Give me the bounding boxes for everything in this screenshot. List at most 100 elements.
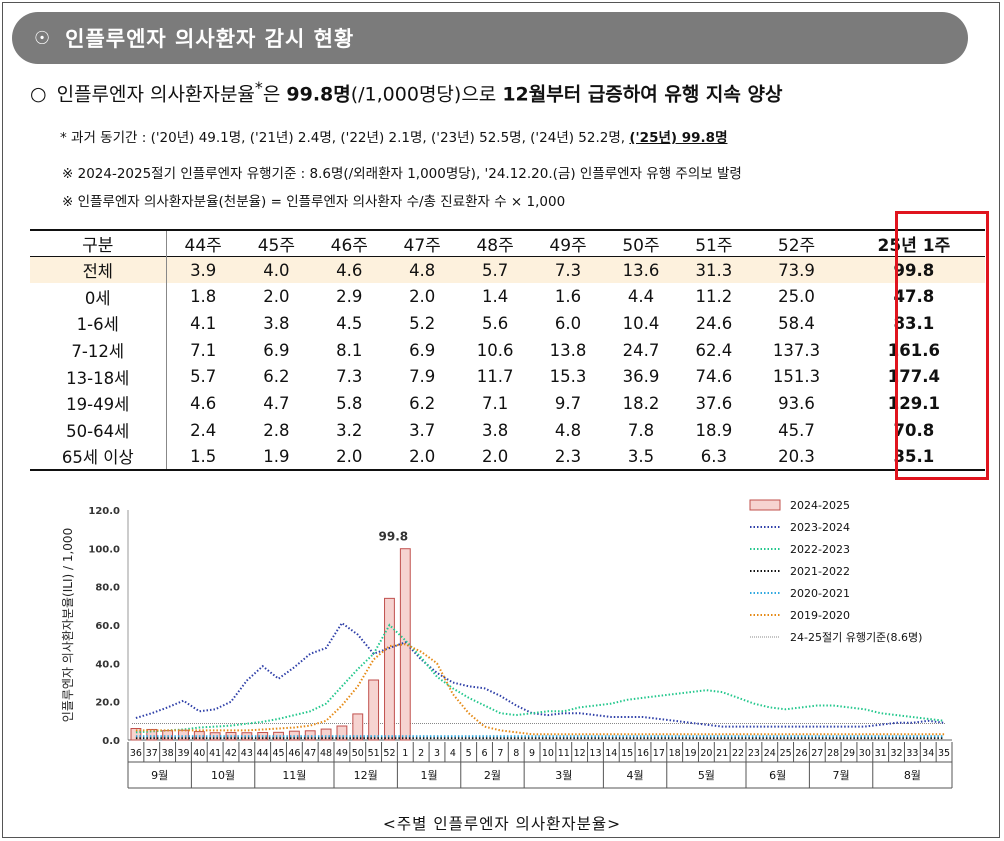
table-row: 1-6세 4.1 3.8 4.5 5.2 5.6 6.0 10.4 24.6 58.4 83.1 xyxy=(30,310,985,337)
table-cell: 11.2 xyxy=(695,287,733,307)
table-row: 50-64세 2.4 2.8 3.2 3.7 3.8 4.8 7.8 18.9 45.7 70.8 xyxy=(30,416,985,444)
bar xyxy=(384,597,395,741)
table-cell: 18.2 xyxy=(622,393,660,413)
table-row-label: 13-18세 xyxy=(30,363,167,391)
table-cell: 7.3 xyxy=(336,367,363,387)
table-cell: 73.9 xyxy=(750,256,843,284)
headline-sup: * xyxy=(254,78,263,97)
week-tick-label: 21 xyxy=(716,748,728,759)
threshold-note: ※ 2024-2025절기 인플루엔자 유행기준 : 8.6명(/외래환자 1,… xyxy=(62,166,742,182)
week-tick-label: 34 xyxy=(922,748,934,759)
chart-caption: <주별 인플루엔자 의사환자분율> xyxy=(382,815,622,833)
week-tick-label: 29 xyxy=(843,748,855,759)
table-cell: 3.5 xyxy=(627,446,655,466)
table-header-row: 구분 44주 45주 46주 47주 48주 49주 50주 51주 52주 2… xyxy=(30,230,985,257)
week-tick-label: 1 xyxy=(402,748,408,759)
bar xyxy=(130,728,142,741)
week-tick-label: 15 xyxy=(621,748,633,759)
table-cell: 36.9 xyxy=(622,367,660,387)
month-label: 6월 xyxy=(769,769,786,782)
table-cell: 7.3 xyxy=(531,256,605,284)
table-cell: 93.6 xyxy=(778,393,815,413)
section-title-bar: ☉ 인플루엔자 의사환자 감시 현황 xyxy=(12,12,968,64)
week-tick-label: 37 xyxy=(146,748,158,759)
week-tick-label: 12 xyxy=(574,748,586,759)
week-tick-label: 16 xyxy=(637,748,649,759)
table-cell: 6.9 xyxy=(409,340,436,360)
table-cell: 4.4 xyxy=(627,287,655,307)
table-row-label: 50-64세 xyxy=(30,416,167,444)
table-cell: 6.3 xyxy=(700,446,727,466)
table-cell: 15.3 xyxy=(549,367,587,387)
bar xyxy=(368,679,380,741)
bar xyxy=(304,730,316,741)
table-row-label: 65세 이상 xyxy=(30,443,167,471)
month-label: 9월 xyxy=(151,769,168,782)
week-tick-label: 45 xyxy=(272,748,284,759)
table-cell: 3.7 xyxy=(409,420,436,440)
formula-note: ※ 인플루엔자 의사환자분율(천분율) = 인플루엔자 의사환자 수/총 진료환… xyxy=(62,194,566,210)
legend-label: 2020-2021 xyxy=(790,587,850,600)
table-cell: 35.1 xyxy=(893,446,935,466)
week-tick-label: 20 xyxy=(700,748,712,759)
table-cell: 3.9 xyxy=(166,256,240,284)
table-cell: 13.8 xyxy=(549,340,587,360)
table-cell: 4.0 xyxy=(239,256,313,284)
headline-part4: 12월부터 급증하여 유행 지속 양상 xyxy=(502,83,783,106)
week-tick-label: 22 xyxy=(732,748,744,759)
week-tick-label: 5 xyxy=(466,748,472,759)
table-cell: 2.0 xyxy=(409,287,436,307)
table-cell: 24.6 xyxy=(695,313,733,333)
table-header-cell: 구분 xyxy=(30,230,167,257)
chart-svg: 0.0 20.0 40.0 60.0 80.0 100.0 120.0 인플루엔자 의사환자분… xyxy=(61,499,953,789)
ili-table: 구분 44주 45주 46주 47주 48주 49주 50주 51주 52주 2… xyxy=(30,229,985,471)
month-label: 2월 xyxy=(484,769,501,782)
week-tick-label: 49 xyxy=(336,748,348,759)
table-body: 전체 3.9 4.0 4.6 4.8 5.7 7.3 13.6 31.3 73.9 99.8 0세 1.… xyxy=(30,256,985,471)
table-cell: 47.8 xyxy=(893,287,935,307)
table-header-cell: 50주 xyxy=(622,236,660,257)
week-tick-label: 3 xyxy=(434,748,440,759)
headline-part1: 인플루엔자 의사환자분율 xyxy=(56,83,255,106)
week-tick-label: 4 xyxy=(450,748,456,759)
table-row-label: 1-6세 xyxy=(30,310,167,337)
table-cell: 4.8 xyxy=(554,420,582,440)
table-cell: 11.7 xyxy=(476,367,514,387)
y-axis-label: 인플루엔자 의사환자분율(ILI) / 1,000 xyxy=(61,528,75,722)
week-tick-label: 7 xyxy=(497,748,503,759)
week-tick-label: 19 xyxy=(684,748,696,759)
table-cell: 62.4 xyxy=(695,340,733,360)
week-tick-label: 23 xyxy=(748,748,760,759)
table-row-label: 19-49세 xyxy=(30,390,167,417)
week-tick-label: 50 xyxy=(352,748,364,759)
table-header-cell: 48주 xyxy=(476,236,514,257)
week-tick-label: 42 xyxy=(225,748,237,759)
bar-data-label: 99.8 xyxy=(379,530,409,544)
table-cell: 3.8 xyxy=(481,420,509,440)
y-tick-label: 40.0 xyxy=(95,659,120,670)
week-tick-label: 32 xyxy=(890,748,902,759)
target-circle-icon: ☉ xyxy=(34,27,52,49)
table-cell: 4.1 xyxy=(190,313,217,333)
week-tick-label: 47 xyxy=(304,748,316,759)
legend-swatch xyxy=(749,499,781,511)
week-tick-label: 27 xyxy=(811,748,823,759)
table-cell: 177.4 xyxy=(887,367,940,387)
y-tick-label: 100.0 xyxy=(88,544,120,555)
table-cell: 4.7 xyxy=(263,393,290,413)
table-cell: 7.9 xyxy=(409,367,436,387)
bar xyxy=(352,713,364,741)
y-tick-label: 80.0 xyxy=(95,583,120,594)
week-tick-label: 6 xyxy=(482,748,488,759)
week-tick-label: 24 xyxy=(764,748,776,759)
legend-label: 2023-2024 xyxy=(790,521,850,534)
week-tick-label: 31 xyxy=(875,748,887,759)
past-comparison-highlight: ('25년) 99.8명 xyxy=(629,130,728,146)
week-tick-label: 43 xyxy=(241,748,253,759)
table-cell: 151.3 xyxy=(772,367,821,387)
legend-label: 2022-2023 xyxy=(790,543,850,556)
legend-label: 2021-2022 xyxy=(790,565,850,578)
table-cell: 2.0 xyxy=(336,446,363,466)
table-cell: 2.9 xyxy=(336,287,363,307)
